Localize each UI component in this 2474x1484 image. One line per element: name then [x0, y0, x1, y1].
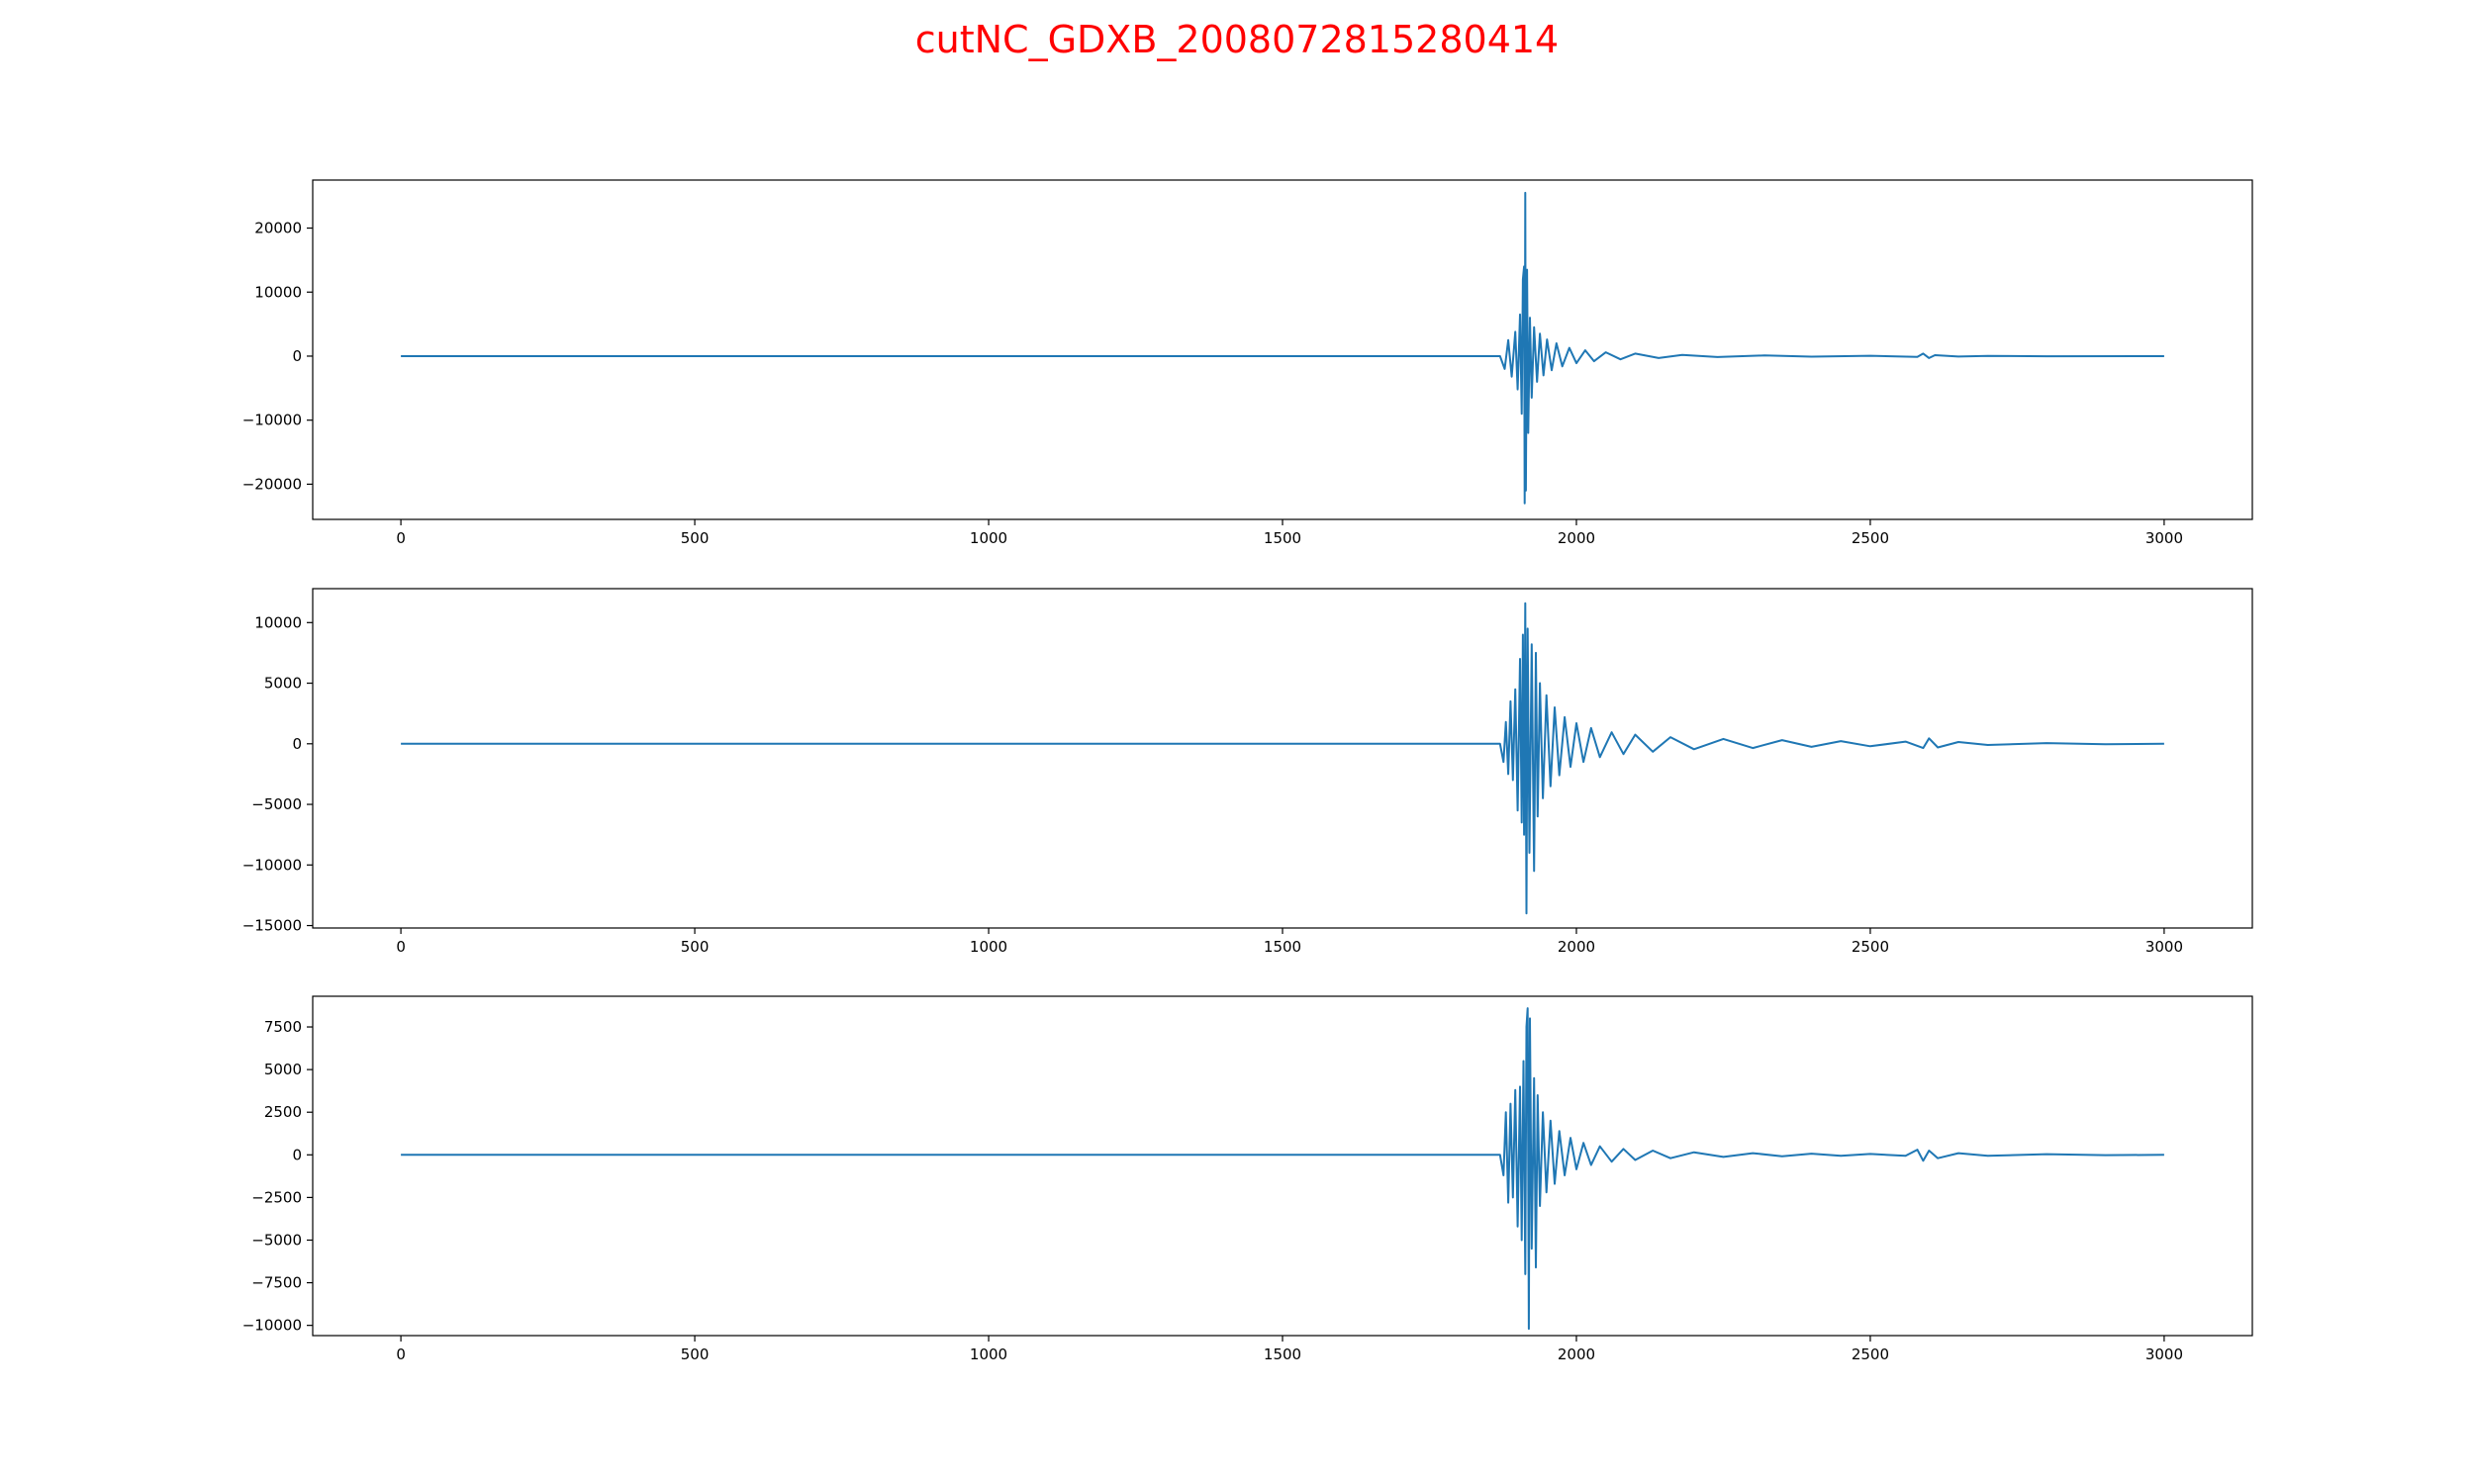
x-tick-label: 1500: [1264, 938, 1301, 956]
x-tick-label: 1000: [970, 938, 1007, 956]
x-tick-label: 2500: [1852, 529, 1889, 547]
subplot-3: 0 500 1000 1500 2000 2500 3000 −10000 −7500 −5000…: [242, 995, 2253, 1363]
y-tick-label: 10000: [254, 283, 302, 301]
x-tick-label: 2000: [1558, 529, 1595, 547]
y-tick-label: −10000: [242, 1317, 302, 1335]
x-tick-label: 1500: [1264, 529, 1301, 547]
y-tick-label: 2500: [264, 1103, 302, 1121]
y-tick-label: −10000: [242, 856, 302, 874]
y-tick-label: 10000: [254, 613, 302, 631]
axes-frame: [312, 588, 2253, 929]
y-tick-label: −15000: [242, 917, 302, 935]
x-tick-label: 3000: [2145, 1345, 2183, 1363]
x-tick-label: 1500: [1264, 1345, 1301, 1363]
x-tick-label: 0: [396, 1345, 406, 1363]
x-tick-label: 500: [681, 1345, 710, 1363]
y-tick-label: 0: [292, 1146, 302, 1163]
axes-frame: [312, 179, 2253, 520]
y-tick-label: −20000: [242, 475, 302, 493]
x-tick-label: 1000: [970, 1345, 1007, 1363]
y-tick-label: 7500: [264, 1018, 302, 1036]
x-tick-label: 500: [681, 529, 710, 547]
x-tick-label: 1000: [970, 529, 1007, 547]
x-tick-label: 0: [396, 529, 406, 547]
x-tick-label: 2000: [1558, 938, 1595, 956]
series-line: [401, 602, 2164, 915]
x-tick-label: 2500: [1852, 1345, 1889, 1363]
x-tick-label: 3000: [2145, 529, 2183, 547]
y-tick-label: −5000: [251, 795, 302, 813]
x-tick-label: 500: [681, 938, 710, 956]
series-line: [401, 1007, 2164, 1331]
page-title: cutNC_GDXB_2008072815280414: [914, 18, 1560, 61]
y-tick-label: 0: [292, 347, 302, 365]
y-tick-label: −2500: [251, 1188, 302, 1206]
subplot-2: 0 500 1000 1500 2000 2500 3000 −15000 −10000 −500…: [242, 588, 2253, 956]
y-tick-label: 20000: [254, 220, 302, 237]
y-tick-label: 0: [292, 735, 302, 753]
x-tick-label: 3000: [2145, 938, 2183, 956]
y-tick-label: −7500: [251, 1274, 302, 1292]
x-tick-label: 2500: [1852, 938, 1889, 956]
y-tick-label: −5000: [251, 1231, 302, 1249]
y-tick-label: 5000: [264, 675, 302, 693]
subplot-1: 0 500 1000 1500 2000 2500 3000 −20000 −10000 0 100…: [242, 179, 2253, 547]
x-tick-label: 0: [396, 938, 406, 956]
axes-frame: [312, 995, 2253, 1337]
x-tick-label: 2000: [1558, 1345, 1595, 1363]
series-line: [401, 191, 2164, 505]
y-tick-label: −10000: [242, 412, 302, 429]
y-tick-label: 5000: [264, 1061, 302, 1078]
